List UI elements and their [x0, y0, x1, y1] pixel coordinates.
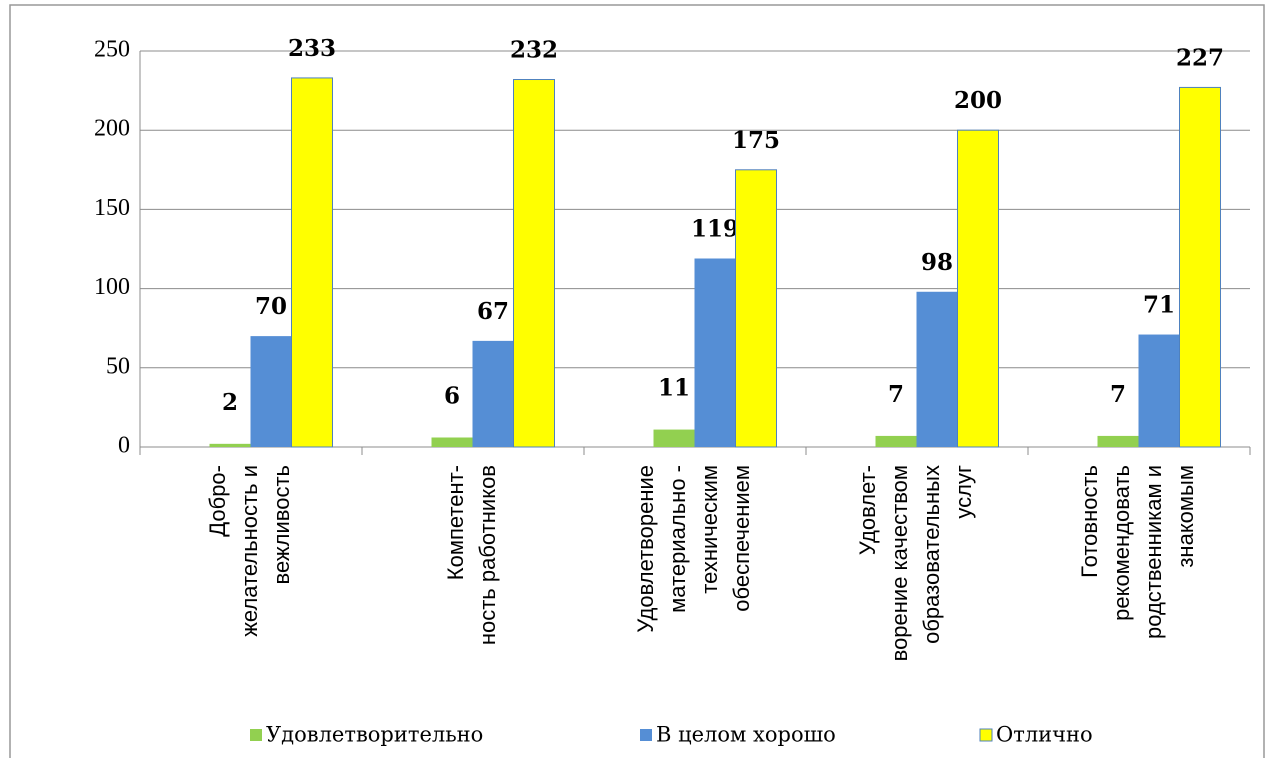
bar	[513, 79, 555, 448]
value-label: 227	[1176, 44, 1224, 71]
x-tick-label: Добро-	[205, 465, 230, 537]
x-tick-label: знакомым	[1173, 465, 1198, 568]
bar	[250, 336, 292, 447]
legend-label: Удовлетворительно	[266, 723, 483, 747]
value-label: 98	[921, 249, 953, 276]
x-tick-label: услуг	[951, 465, 976, 519]
legend-swatch	[979, 728, 993, 742]
bar	[1097, 435, 1139, 447]
value-label: 175	[732, 127, 780, 154]
legend-label: В целом хорошо	[656, 723, 836, 747]
value-label: 2	[222, 389, 238, 416]
bar	[431, 437, 473, 447]
bar	[472, 340, 514, 447]
x-tick-label: желательность и	[237, 465, 262, 637]
x-tick-label: ность работников	[475, 465, 500, 645]
bar	[1179, 86, 1221, 448]
legend-swatch	[250, 729, 262, 741]
y-tick-label: 150	[94, 195, 130, 221]
value-label: 7	[888, 381, 904, 408]
value-label: 67	[477, 298, 509, 325]
bar	[916, 291, 958, 447]
value-label: 11	[658, 375, 690, 402]
x-tick-label: Компетент-	[443, 465, 468, 580]
y-tick-label: 200	[94, 116, 130, 142]
y-tick-label: 100	[94, 274, 130, 300]
x-tick-label: обеспечением	[729, 465, 754, 612]
bar	[694, 258, 736, 447]
x-tick-label: Удовлет-	[855, 465, 880, 555]
x-tick-label: образовательных	[919, 465, 944, 644]
x-tick-label: техническим	[697, 465, 722, 594]
bar	[291, 77, 333, 448]
value-label: 233	[288, 35, 336, 62]
y-tick-label: 250	[94, 37, 130, 63]
value-label: 70	[255, 293, 287, 320]
x-tick-label: вежливость	[269, 465, 294, 585]
x-tick-label: материально -	[665, 465, 690, 613]
x-tick-label: ворение качеством	[887, 465, 912, 661]
y-tick-label: 50	[106, 353, 130, 379]
value-label: 6	[444, 382, 460, 409]
y-tick-label: 0	[118, 433, 130, 459]
x-tick-label: рекомендовать	[1109, 465, 1134, 621]
bar	[1138, 334, 1180, 447]
value-label: 232	[510, 37, 558, 64]
x-tick-label: родственникам и	[1141, 465, 1166, 639]
x-tick-label: Готовность	[1077, 465, 1102, 578]
value-label: 200	[954, 87, 1002, 114]
legend-swatch	[640, 729, 652, 741]
value-label: 7	[1110, 381, 1126, 408]
bar	[957, 129, 999, 448]
bar	[875, 435, 917, 447]
chart-border	[9, 4, 1265, 758]
bar	[209, 443, 251, 447]
x-tick-label: Удовлетворение	[633, 465, 658, 633]
bar	[735, 169, 777, 448]
value-label: 71	[1143, 292, 1175, 319]
legend-label: Отлично	[996, 723, 1093, 747]
value-label: 119	[691, 216, 739, 243]
bar	[653, 429, 695, 447]
